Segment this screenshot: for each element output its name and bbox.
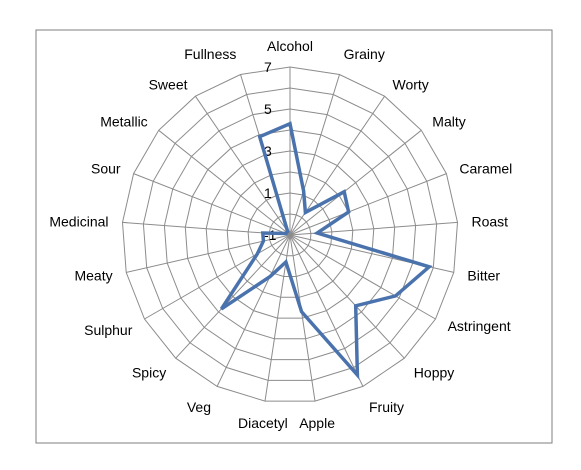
category-label-roast: Roast — [472, 213, 509, 229]
category-label-diacetyl: Diacetyl — [238, 415, 288, 431]
tick-label: 7 — [264, 59, 272, 75]
category-label-grainy: Grainy — [344, 46, 385, 62]
tick-label: 1 — [264, 185, 272, 201]
category-label-fullness: Fullness — [184, 46, 236, 62]
category-label-metallic: Metallic — [100, 114, 147, 130]
category-label-medicinal: Medicinal — [49, 213, 108, 229]
category-label-sour: Sour — [91, 161, 121, 177]
outer-frame — [36, 30, 552, 443]
category-label-caramel: Caramel — [459, 161, 512, 177]
category-label-veg: Veg — [187, 399, 211, 415]
category-label-meaty: Meaty — [74, 268, 112, 284]
category-label-astringent: Astringent — [448, 318, 511, 334]
tick-label: 5 — [264, 101, 272, 117]
category-label-bitter: Bitter — [467, 268, 500, 284]
category-label-fruity: Fruity — [369, 399, 404, 415]
category-label-malty: Malty — [432, 114, 465, 130]
category-label-apple: Apple — [299, 415, 335, 431]
category-label-spicy: Spicy — [132, 364, 166, 380]
category-label-alcohol: Alcohol — [267, 38, 313, 54]
category-label-worty: Worty — [393, 77, 429, 93]
category-label-hoppy: Hoppy — [414, 364, 454, 380]
category-label-sweet: Sweet — [149, 77, 188, 93]
category-label-sulphur: Sulphur — [84, 322, 133, 338]
